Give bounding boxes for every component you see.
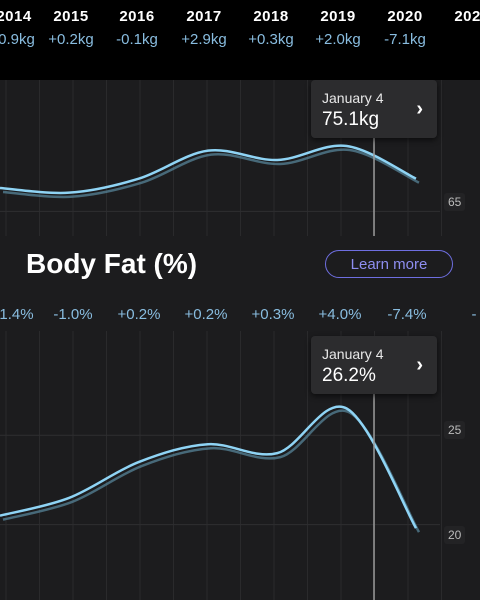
weight-tooltip-date: January 4 [322, 90, 383, 106]
weight-y-tick: 65 [444, 193, 465, 211]
weight-tooltip[interactable]: January 4 75.1kg › [311, 80, 437, 138]
year-delta: -7.1kg [365, 31, 445, 48]
trend-series-line [0, 146, 416, 193]
trend-series-line [0, 407, 416, 529]
body-fat-change-label: - [434, 306, 480, 323]
body-fat-change-row: -1.4%-1.0%+0.2%+0.2%+0.3%+4.0%-7.4%- [0, 306, 480, 326]
body-fat-tooltip[interactable]: January 4 26.2% › [311, 336, 437, 394]
weight-tooltip-value: 75.1kg [322, 109, 379, 131]
raw-series-line [3, 150, 419, 197]
body-fat-y-tick-20: 20 [444, 526, 465, 544]
body-fat-chart [0, 236, 480, 600]
weight-chart-panel[interactable]: 65 January 4 75.1kg › [0, 80, 480, 236]
body-fat-tooltip-value: 26.2% [322, 365, 376, 387]
body-fat-tooltip-date: January 4 [322, 346, 383, 362]
year-summary-bar: 2014-0.9kg2015+0.2kg2016-0.1kg2017+2.9kg… [0, 0, 480, 80]
body-fat-y-tick-25: 25 [444, 421, 465, 439]
year-label: 2021 [432, 8, 480, 25]
body-fat-chart-panel[interactable]: Body Fat (%) Learn more -1.4%-1.0%+0.2%+… [0, 236, 480, 600]
chevron-right-icon[interactable]: › [416, 98, 423, 121]
chevron-right-icon[interactable]: › [416, 354, 423, 377]
section-title: Body Fat (%) [26, 248, 197, 280]
learn-more-button[interactable]: Learn more [325, 250, 453, 278]
year-column[interactable]: 2021 [432, 8, 480, 31]
raw-series-line [3, 411, 419, 533]
